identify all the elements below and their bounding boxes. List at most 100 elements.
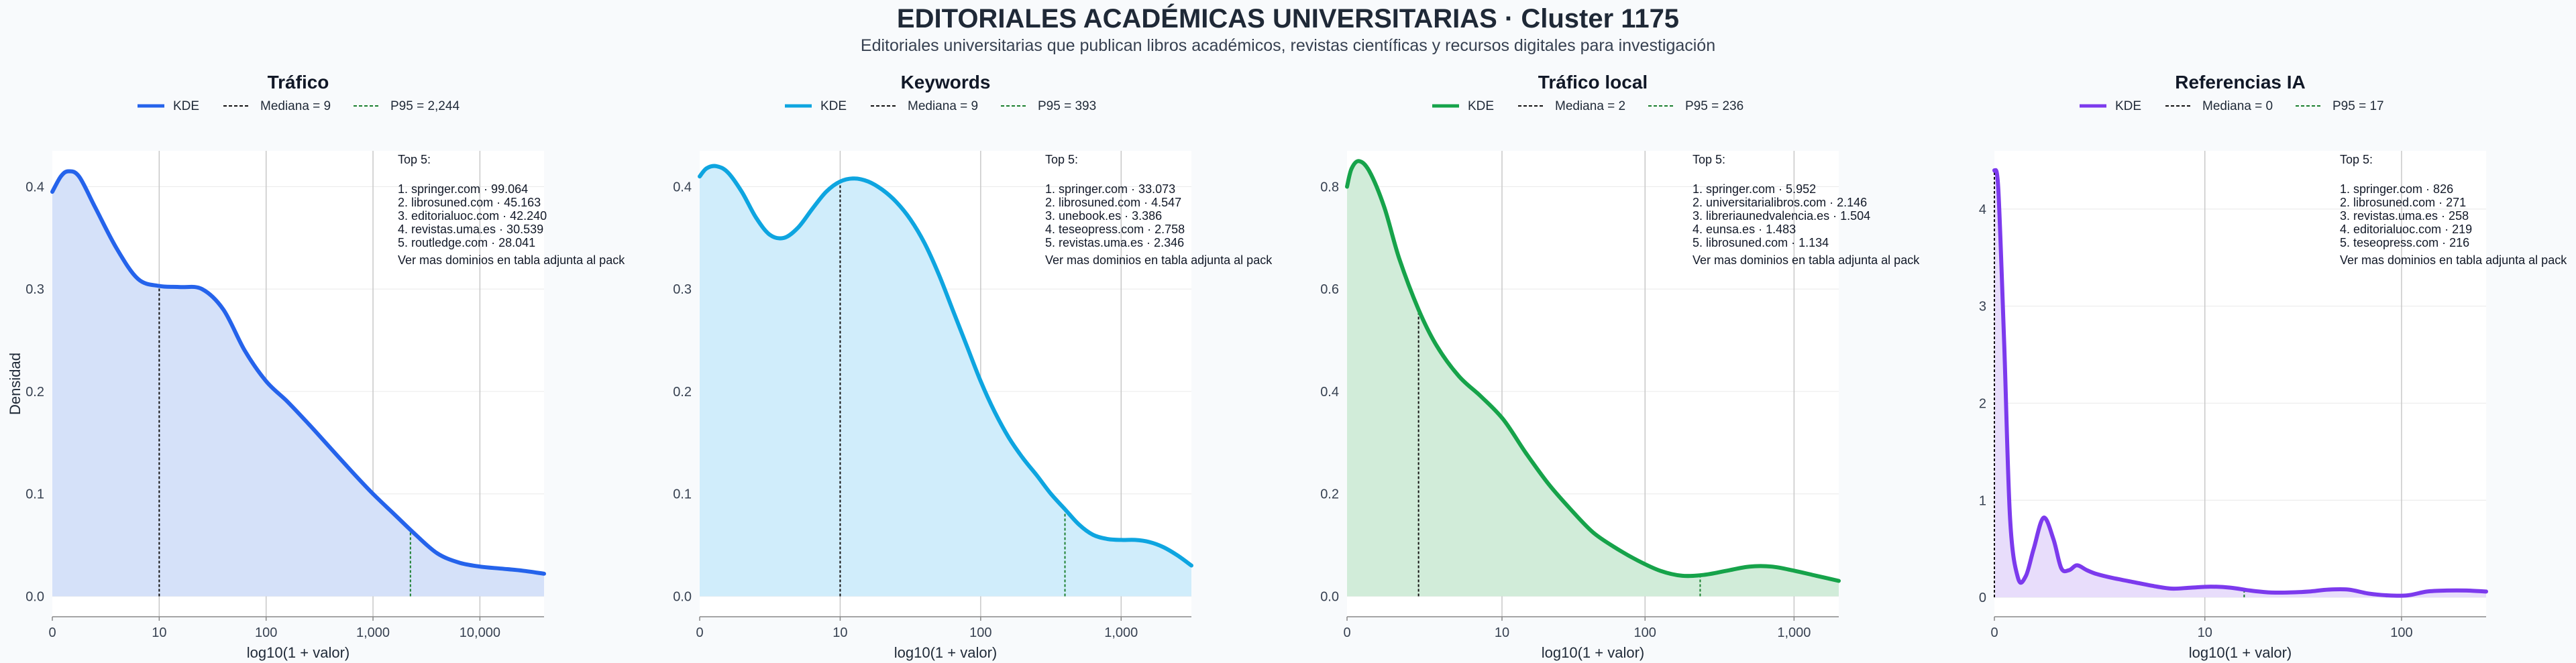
top5-item: 4. revistas.uma.es · 30.539	[398, 223, 543, 236]
chart-panel-trafico-local: Tráfico local KDE Mediana = 2 P95 = 236 0 10 1…	[1320, 72, 1920, 661]
legend-p95-label: P95 = 236	[1685, 99, 1743, 113]
kde-area	[52, 171, 544, 597]
top5-item: 2. universitarialibros.com · 2.146	[1693, 196, 1867, 209]
x-tick-label: 10	[1495, 625, 1509, 640]
panel-title: Tráfico local	[1538, 72, 1648, 93]
chart-panel-trafico: Tráfico KDE Mediana = 9 P95 = 2,244 0 10 100 1,…	[7, 72, 625, 661]
x-axis-label: log10(1 + valor)	[1542, 644, 1644, 661]
x-axis-label: log10(1 + valor)	[894, 644, 997, 661]
top5-footer: Ver mas dominios en tabla adjunta al pac…	[1045, 253, 1273, 267]
top5-item: 5. routledge.com · 28.041	[398, 236, 535, 249]
x-axis-label: log10(1 + valor)	[247, 644, 350, 661]
x-tick-label: 1,000	[356, 625, 390, 640]
y-tick-label: 0.0	[25, 589, 44, 604]
y-tick-label: 0.6	[1320, 282, 1339, 297]
page-subtitle: Editoriales universitarias que publican …	[860, 36, 1716, 55]
panel-title: Keywords	[901, 72, 991, 93]
kde-area	[1347, 161, 1839, 597]
legend: KDE Mediana = 2 P95 = 236	[1432, 99, 1743, 113]
top5-heading: Top 5:	[2340, 153, 2373, 166]
plot-area	[1994, 151, 2486, 617]
panel-title: Tráfico	[268, 72, 329, 93]
top5-item: 5. librosuned.com · 1.134	[1693, 236, 1829, 249]
top5-item: 5. revistas.uma.es · 2.346	[1045, 236, 1184, 249]
top5-footer: Ver mas dominios en tabla adjunta al pac…	[2340, 253, 2567, 267]
legend-p95-label: P95 = 393	[1038, 99, 1096, 113]
legend: KDE Mediana = 9 P95 = 393	[785, 99, 1096, 113]
legend-median-label: Mediana = 2	[1555, 99, 1625, 113]
panel-title: Referencias IA	[2175, 72, 2306, 93]
y-tick-label: 0.1	[25, 487, 44, 502]
legend: KDE Mediana = 0 P95 = 17	[2080, 99, 2384, 113]
page-title: EDITORIALES ACADÉMICAS UNIVERSITARIAS · …	[896, 4, 1680, 34]
y-tick-label: 0.0	[1320, 589, 1339, 604]
x-tick-label: 10	[833, 625, 847, 640]
legend: KDE Mediana = 9 P95 = 2,244	[138, 99, 460, 113]
y-tick-label: 0.4	[673, 180, 692, 194]
y-tick-label: 0.4	[25, 180, 44, 194]
y-tick-label: 0.3	[673, 282, 692, 297]
y-tick-label: 0.8	[1320, 180, 1339, 194]
x-tick-label: 1,000	[1104, 625, 1138, 640]
top5-item: 1. springer.com · 826	[2340, 182, 2453, 196]
top5-footer: Ver mas dominios en tabla adjunta al pac…	[1693, 253, 1920, 267]
legend-p95-label: P95 = 2,244	[390, 99, 460, 113]
y-tick-label: 0.4	[1320, 385, 1339, 400]
legend-kde-label: KDE	[173, 99, 199, 113]
y-tick-label: 4	[1979, 202, 1986, 217]
top5-item: 3. unebook.es · 3.386	[1045, 209, 1162, 223]
x-tick-label: 0	[1990, 625, 1998, 640]
y-tick-label: 0.1	[673, 487, 692, 502]
top5-item: 3. editorialuoc.com · 42.240	[398, 209, 547, 223]
y-tick-label: 0.2	[25, 385, 44, 400]
y-tick-label: 0.2	[1320, 487, 1339, 502]
top5-heading: Top 5:	[1693, 153, 1725, 166]
top5-item: 1. springer.com · 99.064	[398, 182, 528, 196]
x-axis-label: log10(1 + valor)	[2189, 644, 2292, 661]
top5-item: 1. springer.com · 33.073	[1045, 182, 1175, 196]
x-tick-label: 0	[1343, 625, 1350, 640]
top5-heading: Top 5:	[1045, 153, 1078, 166]
y-tick-label: 1	[1979, 493, 1986, 508]
y-tick-label: 0.2	[673, 385, 692, 400]
top5-item: 2. librosuned.com · 271	[2340, 196, 2466, 209]
top5-item: 5. teseopress.com · 216	[2340, 236, 2469, 249]
y-tick-label: 0.0	[673, 589, 692, 604]
kde-area	[1994, 170, 2486, 597]
kde-line	[698, 164, 1193, 568]
y-tick-label: 0.3	[25, 282, 44, 297]
top5-item: 1. springer.com · 5.952	[1693, 182, 1816, 196]
kde-line	[1345, 159, 1841, 583]
top5-item: 3. libreriaunedvalencia.es · 1.504	[1693, 209, 1870, 223]
legend-median-label: Mediana = 0	[2202, 99, 2273, 113]
y-tick-label: 0	[1979, 591, 1986, 605]
x-tick-label: 10	[152, 625, 166, 640]
top5-item: 4. eunsa.es · 1.483	[1693, 223, 1796, 236]
legend-kde-label: KDE	[1468, 99, 1494, 113]
x-tick-label: 10,000	[460, 625, 500, 640]
legend-kde-label: KDE	[820, 99, 847, 113]
top5-heading: Top 5:	[398, 153, 431, 166]
top5-item: 2. librosuned.com · 4.547	[1045, 196, 1181, 209]
kde-line	[1992, 168, 2488, 598]
chart-panel-keywords: Keywords KDE Mediana = 9 P95 = 393 0 10 100 1,0…	[673, 72, 1273, 661]
x-tick-label: 0	[696, 625, 703, 640]
x-tick-label: 100	[969, 625, 991, 640]
x-tick-label: 0	[48, 625, 56, 640]
x-tick-label: 10	[2198, 625, 2212, 640]
legend-p95-label: P95 = 17	[2332, 99, 2384, 113]
y-axis-label: Densidad	[7, 353, 23, 415]
x-tick-label: 100	[1634, 625, 1656, 640]
top5-item: 4. editorialuoc.com · 219	[2340, 223, 2472, 236]
top5-footer: Ver mas dominios en tabla adjunta al pac…	[398, 253, 625, 267]
x-tick-label: 1,000	[1777, 625, 1811, 640]
top5-item: 2. librosuned.com · 45.163	[398, 196, 541, 209]
y-tick-label: 2	[1979, 396, 1986, 411]
top5-item: 3. revistas.uma.es · 258	[2340, 209, 2469, 223]
legend-kde-label: KDE	[2115, 99, 2141, 113]
x-tick-label: 100	[255, 625, 277, 640]
